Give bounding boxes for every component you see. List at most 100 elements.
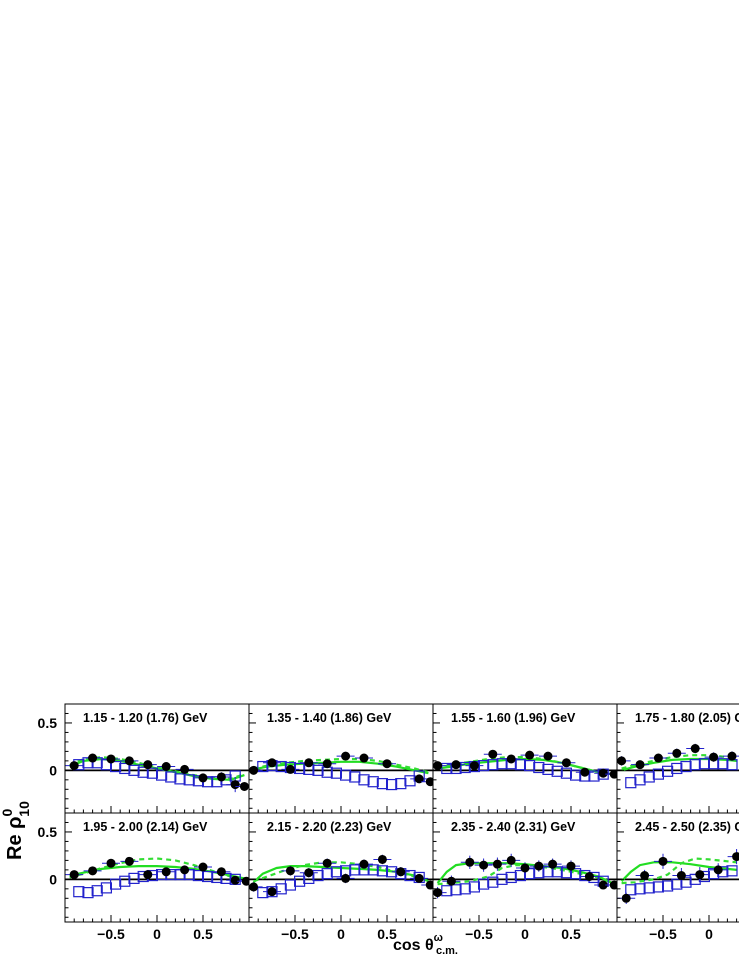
data-point [267,887,277,897]
open-square-marker [119,875,131,887]
data-point [727,751,737,761]
open-square-marker [192,869,204,882]
data-point [198,862,208,872]
panel-6: 2.15 - 2.20 (2.23) GeV [248,812,434,923]
panel-title: 2.15 - 2.20 (2.23) GeV [267,820,392,834]
panel-ticks [65,712,241,813]
data-point [676,871,686,881]
y-tick-label: 0 [49,762,57,778]
open-square-marker [661,880,674,892]
open-square-marker [634,774,646,786]
open-square-marker [698,758,711,770]
data-point [506,855,516,865]
data-point [617,756,627,766]
open-square-marker [349,864,361,876]
data-point [239,781,249,791]
panel-2: 1.35 - 1.40 (1.86) GeV [248,703,434,814]
data-point [425,880,433,890]
open-square-marker [588,770,600,782]
x-tick-label: −0.5 [97,926,125,942]
data-point [446,876,456,886]
data-point [598,880,608,890]
data-point [285,866,295,876]
data-point [124,756,134,766]
open-square-marker [128,872,140,885]
data-point [414,774,424,784]
open-square-marker [625,777,637,789]
data-point [180,865,190,875]
open-square-marker [625,884,637,896]
open-square-marker [404,775,416,787]
open-square-marker [643,882,655,894]
open-square-marker [689,759,701,771]
open-square-marker [321,868,333,880]
open-square-marker [128,764,140,776]
panel-plot-area [249,751,433,791]
panel-title: 1.55 - 1.60 (1.96) GeV [451,711,576,725]
data-point [451,760,461,770]
y-axis-title-sup: 0 [0,809,15,817]
dashed-curve [621,857,737,885]
data-point [580,767,590,777]
data-point [584,872,594,882]
data-point [635,760,645,770]
data-point [322,759,332,769]
data-point [543,751,553,761]
open-square-marker [459,761,471,774]
data-point [359,753,369,763]
panel-8: 2.45 - 2.50 (2.35) GeV [616,812,739,923]
open-square-marker [211,871,223,884]
x-tick-label: −0.5 [465,926,493,942]
data-point [249,882,259,892]
data-point [598,768,608,778]
panel-title: 1.75 - 1.80 (2.05) GeV [635,711,739,725]
open-square-marker [275,883,287,895]
open-square-marker [257,760,269,773]
panel-ticks [249,712,425,813]
data-point [341,873,351,883]
data-point [161,762,171,772]
panel-3: 1.55 - 1.60 (1.96) GeV [432,703,618,814]
data-point [161,867,171,877]
x-tick-label: 0.5 [561,926,581,942]
open-square-marker [468,881,480,893]
solid-curve [436,862,613,885]
panel-4: 1.75 - 1.80 (2.05) GeV [616,703,739,814]
open-square-marker [514,869,527,882]
x-tick-label: 0 [521,926,529,942]
y-tick-label: 0.5 [38,715,58,731]
panel-5: 1.95 - 2.00 (2.14) GeV [64,812,250,923]
data-point [506,754,516,764]
data-point [106,754,116,764]
data-point [492,859,502,869]
panel-title: 2.35 - 2.40 (2.31) GeV [451,820,576,834]
open-square-marker [652,881,665,893]
panel-ticks [65,821,241,922]
data-point [88,866,98,876]
open-square-marker [643,771,655,783]
panel-ticks [433,712,609,813]
panel-plot-area [433,749,617,782]
data-point [525,750,535,760]
data-point [479,860,489,870]
data-point [732,852,739,862]
open-square-marker [569,769,582,781]
open-square-marker [634,883,646,895]
x-axis-title-sup: ω [434,932,443,944]
panel-plot-area [433,853,617,899]
data-point [143,760,153,770]
data-point [621,893,631,903]
open-square-marker [183,774,195,786]
open-square-marker [717,758,729,770]
data-point [414,873,424,883]
x-tick-label: −0.5 [649,926,677,942]
open-square-marker [91,885,103,897]
open-square-marker [551,765,563,777]
open-square-marker [109,878,122,890]
data-point [124,856,134,866]
data-point [69,870,79,880]
open-square-marker [726,865,738,877]
data-point [341,751,351,761]
data-point [322,858,332,868]
open-square-marker [496,758,508,770]
